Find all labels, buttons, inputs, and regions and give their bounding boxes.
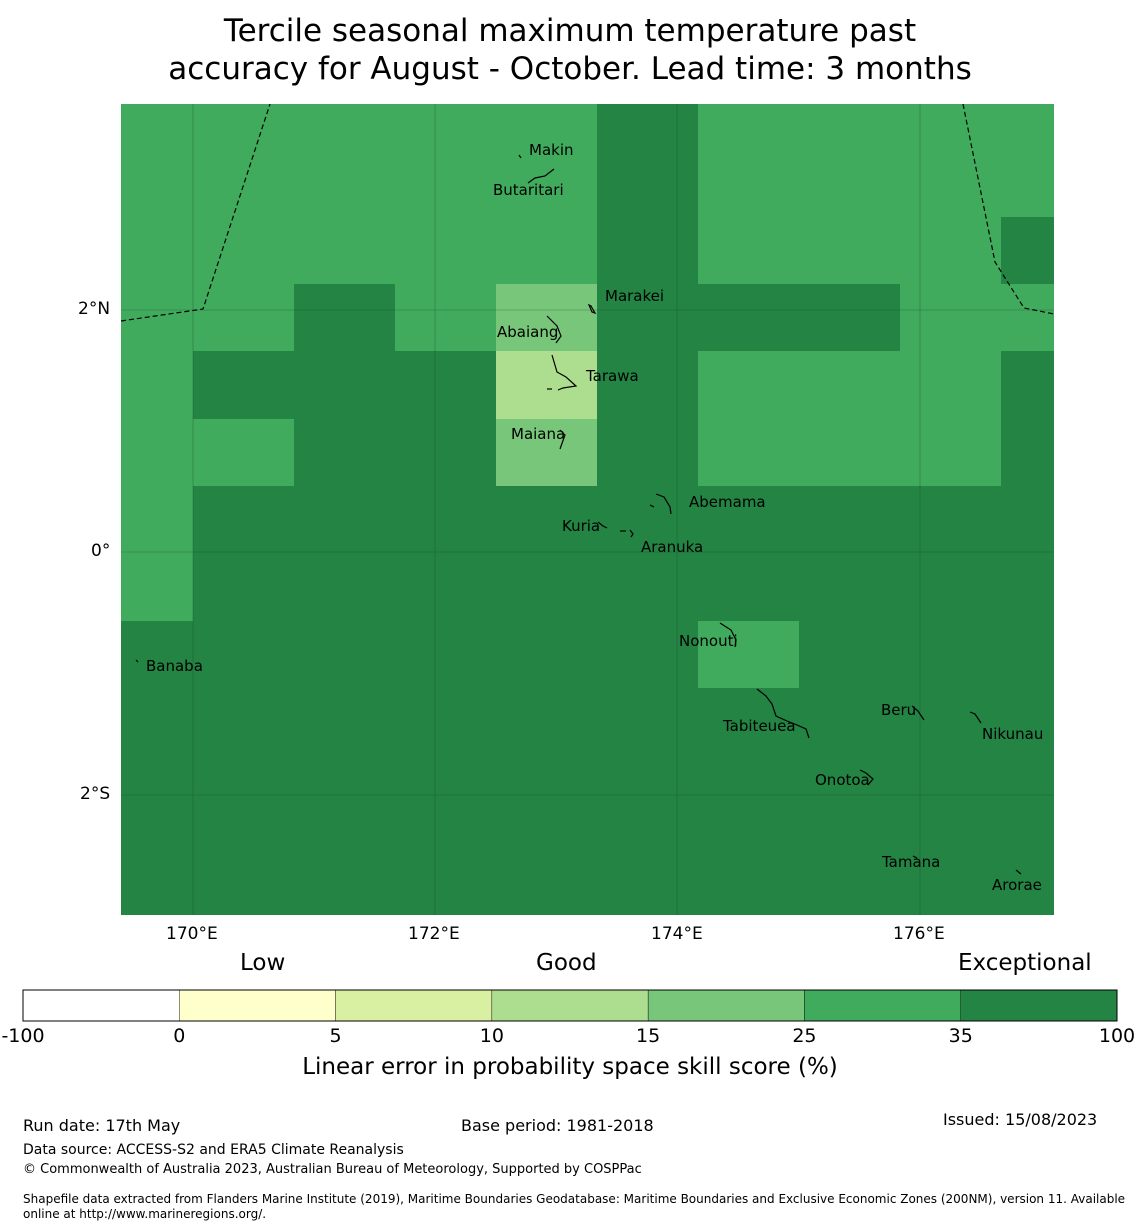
colorbar [22, 989, 1118, 1022]
island-label-arorae: Arorae [992, 876, 1042, 894]
island-outlines [135, 154, 1022, 875]
lat-tick-label: 2°N [78, 299, 111, 319]
score-region-15-25 [496, 419, 597, 486]
island-label-abaiang: Abaiang [497, 323, 558, 341]
island-label-tabiteuea: Tabiteuea [722, 717, 796, 735]
island-label-marakei: Marakei [605, 287, 664, 305]
colorbar-segment [22, 989, 180, 1022]
eez-boundary [120, 103, 1055, 322]
colorbar-tick-label: 5 [329, 1025, 342, 1047]
score-region-15-25 [496, 284, 597, 351]
colorbar-tick-label: 25 [792, 1025, 817, 1047]
island-label-tarawa: Tarawa [585, 367, 639, 385]
category-exceptional: Exceptional [958, 950, 1092, 976]
colorbar-segment [647, 989, 805, 1022]
chart-title-line2: accuracy for August - October. Lead time… [168, 51, 972, 87]
island-label-kuria: Kuria [562, 517, 600, 535]
shapefile-credit: Shapefile data extracted from Flanders M… [23, 1192, 1126, 1221]
island-label-nonouti: Nonouti [679, 632, 738, 650]
lon-tick-label: 176°E [893, 924, 945, 944]
issued-date: Issued: 15/08/2023 [943, 1110, 1098, 1129]
data-source: Data source: ACCESS-S2 and ERA5 Climate … [23, 1142, 404, 1158]
lon-tick-label: 170°E [166, 924, 218, 944]
colorbar-tick-label: -100 [1, 1025, 45, 1047]
island-label-aranuka: Aranuka [641, 538, 703, 556]
colorbar-segment [335, 989, 493, 1022]
lat-tick-label: 2°S [80, 784, 111, 804]
score-region-10-15 [496, 351, 597, 419]
island-label-banaba: Banaba [146, 657, 203, 675]
category-good: Good [536, 950, 597, 976]
score-region-25-35 [121, 104, 1054, 688]
category-low: Low [240, 950, 286, 976]
colorbar-segment [804, 989, 961, 1022]
island-label-nikunau: Nikunau [982, 725, 1043, 743]
graticule [121, 104, 1054, 915]
copyright: © Commonwealth of Australia 2023, Austra… [23, 1162, 642, 1177]
colorbar-tick-label: 100 [1098, 1025, 1136, 1047]
lon-tick-label: 174°E [651, 924, 703, 944]
colorbar-tick-label: 15 [636, 1025, 661, 1047]
island-label-makin: Makin [529, 141, 574, 159]
island-label-abemama: Abemama [689, 493, 766, 511]
colorbar-segment [491, 989, 649, 1022]
run-date: Run date: 17th May [23, 1116, 181, 1135]
lon-tick-label: 172°E [408, 924, 460, 944]
island-label-beru: Beru [881, 701, 916, 719]
island-label-onotoa: Onotoa [815, 771, 870, 789]
skill-map: Makin Butaritari Marakei Abaiang Tarawa … [120, 103, 1055, 915]
colorbar-label: Linear error in probability space skill … [302, 1054, 838, 1080]
colorbar-tick-label: 10 [479, 1025, 504, 1047]
island-label-butaritari: Butaritari [493, 181, 564, 199]
lat-tick-label: 0° [91, 541, 111, 561]
chart-title-line1: Tercile seasonal maximum temperature pas… [223, 13, 917, 49]
island-label-tamana: Tamana [881, 853, 940, 871]
colorbar-frame [22, 989, 1118, 1022]
colorbar-segment [960, 989, 1118, 1022]
base-period: Base period: 1981-2018 [461, 1116, 654, 1135]
colorbar-tick-label: 35 [948, 1025, 973, 1047]
colorbar-tick-label: 0 [173, 1025, 186, 1047]
island-label-maiana: Maiana [511, 425, 565, 443]
colorbar-segment [179, 989, 336, 1022]
